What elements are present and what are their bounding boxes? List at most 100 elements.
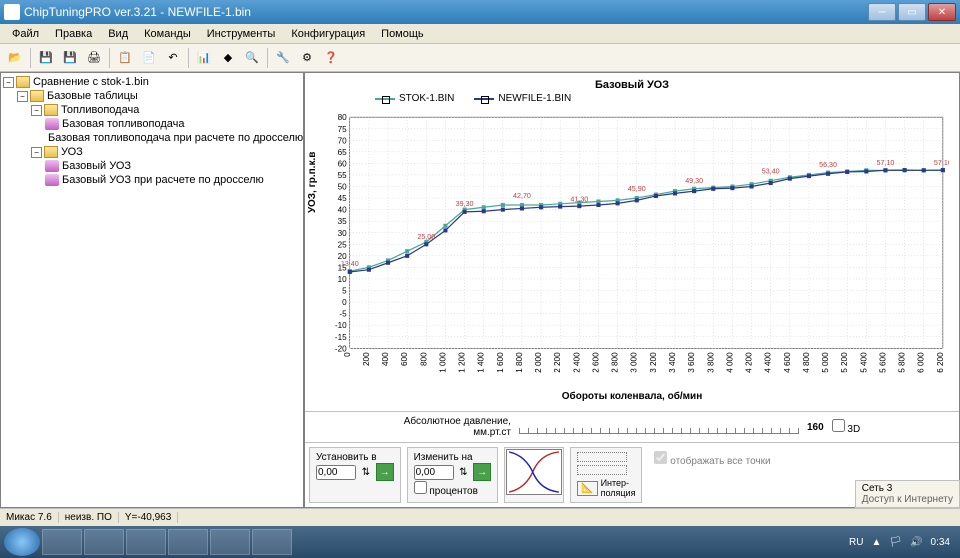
chart-icon[interactable]: 📊 bbox=[193, 47, 215, 69]
set-value-box: Установить в ⇅ → bbox=[309, 447, 401, 503]
svg-text:45,90: 45,90 bbox=[628, 185, 646, 193]
svg-text:2 600: 2 600 bbox=[591, 352, 600, 373]
svg-text:-10: -10 bbox=[335, 321, 347, 330]
open-icon[interactable]: 📂 bbox=[4, 47, 26, 69]
maximize-button[interactable]: ▭ bbox=[898, 3, 926, 21]
svg-text:4 000: 4 000 bbox=[725, 352, 734, 373]
task-button[interactable] bbox=[210, 529, 250, 555]
tree-root[interactable]: −Сравнение с stok-1.bin bbox=[3, 75, 301, 89]
svg-text:55: 55 bbox=[338, 171, 348, 180]
save-as-icon[interactable]: 💾 bbox=[59, 47, 81, 69]
tree-uoz[interactable]: −УОЗ bbox=[3, 145, 301, 159]
menubar: Файл Правка Вид Команды Инструменты Конф… bbox=[0, 24, 960, 44]
svg-text:6 200: 6 200 bbox=[936, 352, 945, 373]
tree-fuel[interactable]: −Топливоподача bbox=[3, 103, 301, 117]
svg-text:0: 0 bbox=[342, 298, 347, 307]
window-title: ChipTuningPRO ver.3.21 - NEWFILE-1.bin bbox=[24, 5, 868, 19]
menu-edit[interactable]: Правка bbox=[47, 26, 100, 42]
svg-text:800: 800 bbox=[419, 352, 428, 366]
svg-text:4 400: 4 400 bbox=[764, 352, 773, 373]
set-value-input[interactable] bbox=[316, 465, 356, 480]
menu-view[interactable]: Вид bbox=[100, 26, 136, 42]
y-axis-label: УОЗ, гр.п.к.в bbox=[307, 152, 318, 213]
task-button[interactable] bbox=[42, 529, 82, 555]
svg-text:75: 75 bbox=[338, 125, 348, 134]
svg-text:2 000: 2 000 bbox=[534, 352, 543, 373]
legend-series2: NEWFILE-1.BIN bbox=[498, 93, 571, 104]
statusbar: Микас 7.6 неизв. ПО Y=-40,963 bbox=[0, 508, 960, 526]
menu-file[interactable]: Файл bbox=[4, 26, 47, 42]
svg-text:35: 35 bbox=[338, 217, 348, 226]
svg-text:5 400: 5 400 bbox=[859, 352, 868, 373]
save-icon[interactable]: 💾 bbox=[35, 47, 57, 69]
svg-text:1 000: 1 000 bbox=[438, 352, 447, 373]
svg-text:2 400: 2 400 bbox=[572, 352, 581, 373]
gear-icon[interactable]: ⚙ bbox=[296, 47, 318, 69]
3d-checkbox[interactable]: 3D bbox=[832, 419, 861, 435]
tree-fuel-base[interactable]: Базовая топливоподача bbox=[3, 117, 301, 131]
tray-icon[interactable]: ▲ bbox=[871, 537, 881, 548]
change-go-button[interactable]: → bbox=[473, 463, 491, 481]
task-button[interactable] bbox=[168, 529, 208, 555]
copy-icon[interactable]: 📋 bbox=[114, 47, 136, 69]
svg-text:200: 200 bbox=[362, 352, 371, 366]
status-coord: Y=-40,963 bbox=[119, 512, 178, 523]
minimize-button[interactable]: ─ bbox=[868, 3, 896, 21]
undo-icon[interactable]: ↶ bbox=[162, 47, 184, 69]
svg-text:56,30: 56,30 bbox=[819, 161, 837, 169]
taskbar: RU ▲ 🏳 🔊 0:34 bbox=[0, 526, 960, 558]
svg-text:50: 50 bbox=[338, 183, 348, 192]
svg-text:3 400: 3 400 bbox=[668, 352, 677, 373]
tree-fuel-throttle[interactable]: Базовая топливоподача при расчете по дро… bbox=[3, 131, 301, 145]
tool1-icon[interactable]: 🔧 bbox=[272, 47, 294, 69]
percent-checkbox[interactable]: процентов bbox=[414, 486, 478, 497]
task-button[interactable] bbox=[84, 529, 124, 555]
tree-uoz-base[interactable]: Базовый УОЗ bbox=[3, 159, 301, 173]
tray-icon[interactable]: 🔊 bbox=[910, 537, 922, 548]
pressure-row: Абсолютное давление, мм.рт.ст 160 3D bbox=[305, 411, 959, 442]
window-titlebar: ChipTuningPRO ver.3.21 - NEWFILE-1.bin ─… bbox=[0, 0, 960, 24]
pressure-label: Абсолютное давление, мм.рт.ст bbox=[404, 416, 511, 438]
svg-text:49,30: 49,30 bbox=[685, 177, 703, 185]
start-button[interactable] bbox=[4, 528, 40, 556]
menu-tools[interactable]: Инструменты bbox=[199, 26, 284, 42]
svg-text:25,00: 25,00 bbox=[417, 233, 435, 241]
svg-text:80: 80 bbox=[338, 113, 348, 122]
menu-commands[interactable]: Команды bbox=[136, 26, 199, 42]
interp-box: 📐Интер- поляция bbox=[570, 447, 642, 503]
task-button[interactable] bbox=[252, 529, 292, 555]
svg-text:65: 65 bbox=[338, 148, 348, 157]
show-all-checkbox[interactable]: отображать все точки bbox=[654, 456, 770, 467]
svg-text:4 800: 4 800 bbox=[802, 352, 811, 373]
svg-text:6 000: 6 000 bbox=[917, 352, 926, 373]
svg-text:5: 5 bbox=[342, 287, 347, 296]
svg-text:2 800: 2 800 bbox=[611, 352, 620, 373]
paste-icon[interactable]: 📄 bbox=[138, 47, 160, 69]
diamond-icon[interactable]: ◆ bbox=[217, 47, 239, 69]
change-value-input[interactable] bbox=[414, 465, 454, 480]
help-icon[interactable]: ❓ bbox=[320, 47, 342, 69]
svg-text:2 200: 2 200 bbox=[553, 352, 562, 373]
lang-indicator[interactable]: RU bbox=[849, 537, 863, 548]
zoom-icon[interactable]: 🔍 bbox=[241, 47, 263, 69]
svg-text:13,40: 13,40 bbox=[341, 260, 359, 268]
svg-text:400: 400 bbox=[381, 352, 390, 366]
menu-config[interactable]: Конфигурация bbox=[283, 26, 373, 42]
task-button[interactable] bbox=[126, 529, 166, 555]
close-button[interactable]: ✕ bbox=[928, 3, 956, 21]
svg-text:3 800: 3 800 bbox=[706, 352, 715, 373]
svg-text:600: 600 bbox=[400, 352, 409, 366]
chart-panel: Базовый УОЗ STOK-1.BIN NEWFILE-1.BIN УОЗ… bbox=[304, 72, 960, 508]
tree-base-tables[interactable]: −Базовые таблицы bbox=[3, 89, 301, 103]
tray-icon[interactable]: 🏳 bbox=[889, 537, 902, 548]
status-firmware: неизв. ПО bbox=[59, 512, 119, 523]
menu-help[interactable]: Помощь bbox=[373, 26, 432, 42]
svg-text:5 200: 5 200 bbox=[840, 352, 849, 373]
pressure-slider[interactable] bbox=[519, 420, 799, 434]
svg-text:60: 60 bbox=[338, 159, 348, 168]
legend-series1: STOK-1.BIN bbox=[399, 93, 454, 104]
tree-uoz-throttle[interactable]: Базовый УОЗ при расчете по дросселю bbox=[3, 173, 301, 187]
svg-text:-15: -15 bbox=[335, 333, 347, 342]
set-go-button[interactable]: → bbox=[376, 463, 394, 481]
print-icon[interactable]: 🖨 bbox=[83, 47, 105, 69]
